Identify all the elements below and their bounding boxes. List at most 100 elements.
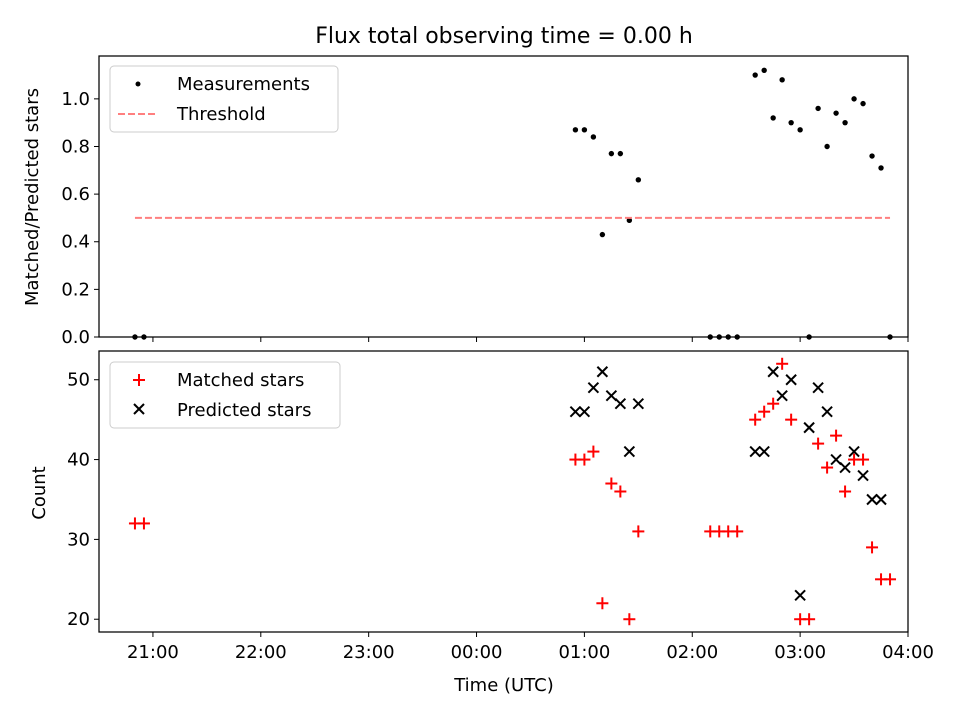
chart-title: Flux total observing time = 0.00 h (315, 24, 693, 49)
measurement-point (581, 127, 588, 133)
x-tick-label: 00:00 (451, 642, 503, 663)
matched-star-point (866, 541, 879, 554)
measurement-point (824, 143, 830, 150)
matched-star-point (839, 485, 852, 498)
x-tick-label: 23:00 (343, 642, 395, 663)
legend-predicted-marker (133, 403, 145, 415)
measurement-point (833, 110, 839, 116)
matched-star-point (884, 573, 897, 586)
matched-star-point (731, 525, 744, 538)
measurement-point (590, 134, 597, 140)
matched-star-point (587, 445, 600, 458)
top-series (132, 67, 893, 340)
matched-star-point (605, 477, 618, 490)
legend-matched-marker (133, 374, 145, 386)
predicted-star-point (767, 366, 779, 378)
predicted-star-point (749, 445, 761, 458)
y-tick-label: 50 (67, 370, 90, 391)
measurement-point (878, 165, 884, 171)
y-tick-label: 30 (67, 529, 90, 550)
top-legend-box (109, 65, 339, 133)
legend-measurements-marker (135, 81, 141, 87)
matched-star-point (749, 413, 762, 426)
matched-star-point (821, 461, 834, 474)
y-tick-label: 0.4 (61, 232, 90, 253)
matched-star-point (632, 525, 645, 538)
top-legend: Measurements Threshold (109, 65, 339, 133)
legend-matched-label: Matched stars (177, 370, 304, 391)
y-tick-label: 0.0 (61, 327, 90, 348)
predicted-star-point (776, 389, 788, 402)
measurement-point (770, 115, 776, 121)
predicted-star-point (758, 445, 770, 458)
matched-star-point (785, 413, 798, 426)
legend-threshold-label: Threshold (176, 104, 266, 125)
predicted-star-point (569, 405, 582, 418)
bottom-x-ticks: 21:00 22:00 23:00 00:00 01:00 02:00 03:00 04:00 (127, 632, 934, 663)
y-tick-label: 40 (67, 450, 90, 471)
measurement-point (851, 96, 857, 102)
predicted-star-point (623, 445, 636, 458)
measurement-point (752, 72, 758, 78)
measurement-point (860, 100, 866, 107)
bottom-legend-box (109, 361, 341, 429)
matched-star-point (137, 517, 150, 530)
y-tick-label: 0.8 (61, 136, 90, 157)
x-tick-label: 02:00 (666, 642, 718, 663)
predicted-star-point (578, 405, 591, 418)
x-tick-label: 21:00 (127, 642, 179, 663)
predicted-star-point (821, 405, 833, 418)
top-y-axis-label: Matched/Predicted stars (22, 88, 43, 306)
x-tick-label: 22:00 (235, 642, 287, 663)
matched-star-point (830, 429, 843, 442)
measurement-point (608, 150, 615, 157)
y-tick-label: 0.6 (61, 184, 90, 205)
top-y-ticks: 0.0 0.2 0.4 0.6 0.8 1.0 (61, 89, 99, 348)
legend-predicted-label: Predicted stars (177, 400, 311, 421)
measurement-point (788, 119, 794, 126)
top-panel: 0.0 0.2 0.4 0.6 0.8 1.0 Matched/Predicted sta… (22, 55, 909, 348)
x-tick-label: 03:00 (774, 642, 826, 663)
predicted-star-point (830, 453, 842, 466)
matched-star-point (812, 437, 825, 450)
bottom-legend: Matched stars Predicted stars (109, 361, 341, 429)
predicted-star-point (794, 589, 806, 601)
predicted-star-point (875, 493, 887, 506)
measurement-point (617, 150, 624, 157)
predicted-star-point (866, 493, 878, 506)
measurement-point (572, 127, 579, 133)
bottom-y-axis-label: Count (29, 466, 50, 519)
matched-star-point (578, 453, 591, 466)
measurement-point (797, 127, 803, 133)
legend-measurements-label: Measurements (177, 74, 310, 95)
y-tick-label: 20 (67, 609, 90, 630)
matched-star-point (758, 405, 771, 418)
predicted-star-point (596, 366, 609, 378)
predicted-star-point (605, 389, 618, 402)
measurement-point (599, 231, 606, 238)
measurement-point (869, 153, 875, 159)
predicted-star-point (587, 382, 600, 394)
matched-star-point (857, 453, 870, 466)
measurement-point (635, 177, 642, 183)
predicted-star-point (785, 374, 797, 386)
top-plot-frame (98, 55, 909, 338)
bottom-panel: 20 30 40 50 21:00 22:00 23:00 00:00 01:00 02:00 0… (29, 350, 934, 696)
matched-star-point (623, 613, 636, 626)
y-tick-label: 0.2 (61, 279, 90, 300)
measurement-point (842, 119, 848, 126)
predicted-star-point (803, 421, 815, 434)
predicted-star-point (848, 445, 860, 458)
measurement-point (626, 217, 633, 224)
x-tick-label: 04:00 (882, 642, 934, 663)
x-tick-label: 01:00 (558, 642, 610, 663)
measurement-point (815, 105, 821, 112)
matched-star-point (767, 397, 780, 410)
predicted-star-point (857, 469, 869, 482)
measurement-point (761, 67, 767, 73)
predicted-star-point (614, 397, 627, 410)
matched-star-point (803, 613, 816, 626)
top-x-tick-marks (152, 337, 909, 342)
y-tick-label: 1.0 (61, 89, 90, 110)
